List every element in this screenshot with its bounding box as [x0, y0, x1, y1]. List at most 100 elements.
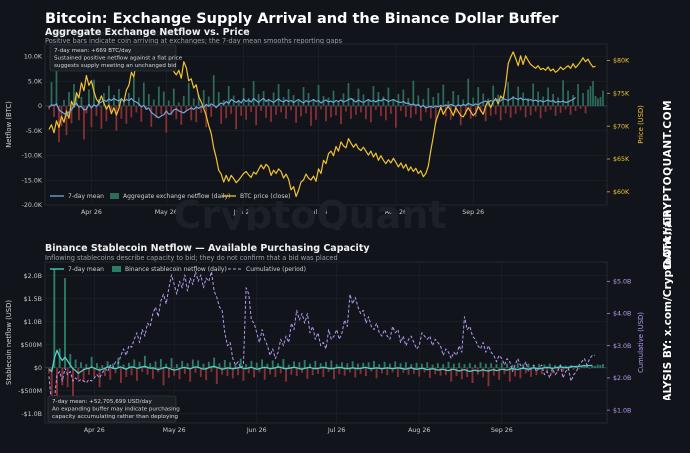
chart1-bar — [257, 94, 260, 106]
chart2-bar — [508, 367, 511, 382]
chart1-bar — [492, 85, 495, 106]
chart1-bar — [300, 105, 302, 117]
chart2-bar — [295, 367, 298, 377]
chart2-bar — [175, 364, 178, 368]
chart2-bar — [298, 362, 301, 368]
chart1-bar — [250, 105, 253, 112]
chart1-bar — [355, 105, 357, 115]
chart2-bar — [306, 367, 309, 379]
chart2-bar — [69, 354, 72, 368]
chart2-bar — [543, 364, 546, 368]
chart2-bar — [522, 364, 525, 368]
chart1-bar — [235, 105, 238, 130]
chart1-bar — [260, 105, 262, 111]
chart2-bar — [85, 364, 88, 368]
chart1-bar — [457, 95, 460, 106]
chart1-bar — [105, 105, 108, 122]
chart1-bar — [335, 105, 337, 116]
chart1-bar — [75, 93, 78, 106]
chart1-bar — [554, 105, 557, 116]
chart2-annotation-line: 7-day mean: +52,705,699 USD/day — [52, 399, 152, 405]
chart2-bar — [351, 361, 354, 368]
chart2-y2-tick: $3.0B — [613, 343, 631, 350]
chart1-bar — [340, 105, 342, 125]
chart2-bar — [114, 367, 117, 374]
chart2-bar — [122, 364, 125, 368]
chart2-bar — [159, 359, 162, 368]
chart1-bar — [360, 105, 362, 113]
chart2-bar — [146, 367, 149, 375]
chart2-bar — [495, 364, 498, 368]
chart1-annotation-line: 7-day mean: +669 BTC/day — [54, 48, 132, 54]
chart1-y-tick: 10.0K — [24, 54, 43, 61]
chart1-bar — [73, 84, 75, 106]
netflow-price-chart: -20.0K -15.0K -10.0K -5.0K 0 5.0K 10.0K $60K $65… — [5, 43, 645, 230]
chart1-bar — [155, 105, 158, 118]
chart2-bar — [580, 365, 583, 368]
chart2-bar — [314, 360, 317, 368]
chart2-bar — [106, 361, 109, 368]
chart2-bar — [279, 367, 282, 374]
chart2-y2-tick: $1.0B — [613, 407, 631, 414]
chart2-bar — [282, 359, 285, 368]
legend-cumulative-label: Cumulative (period) — [246, 266, 306, 273]
chart2-bar — [287, 364, 290, 368]
chart2-bar — [261, 359, 264, 368]
chart1-bar — [447, 100, 450, 106]
chart1-bar — [307, 93, 310, 106]
chart2-bar — [466, 367, 469, 377]
chart1-bar — [305, 105, 307, 114]
chart2-bar — [58, 348, 61, 368]
chart2-bar — [506, 363, 509, 368]
chart1-bar — [330, 105, 332, 118]
chart1-bar — [409, 105, 412, 118]
chart1-annotation-box — [49, 44, 177, 72]
chart1-bar — [252, 81, 255, 106]
chart1-bar — [464, 105, 467, 115]
chart2-bar — [426, 362, 429, 368]
chart1-bar — [494, 105, 497, 115]
chart2-bar — [66, 367, 69, 388]
chart2-bar — [253, 367, 256, 378]
chart1-y2-tick: $75K — [613, 90, 630, 97]
chart1-bar — [370, 105, 372, 123]
chart2-bar — [420, 363, 423, 368]
chart1-bar — [122, 100, 125, 106]
chart1-bar — [499, 105, 502, 121]
chart2-bar — [189, 367, 192, 382]
chart1-bar — [192, 98, 195, 106]
chart1-bar — [574, 105, 577, 111]
chart2-bar — [61, 367, 64, 386]
chart2-bar — [383, 361, 386, 368]
chart1-bar — [115, 105, 118, 131]
chart2-bar — [602, 364, 604, 368]
chart2-bar — [90, 356, 93, 368]
chart2-bar — [594, 365, 596, 368]
chart1-bar — [579, 105, 582, 109]
chart1-bar — [83, 105, 85, 140]
chart2-bar — [93, 367, 96, 377]
chart1-x-tick: May 26 — [155, 209, 178, 216]
chart2-bar — [207, 361, 210, 368]
chart1-bar — [472, 97, 475, 106]
chart1-x-tick: Sep 26 — [462, 209, 484, 216]
chart1-bar — [424, 105, 427, 113]
chart1-bar — [567, 90, 569, 106]
chart1-bar — [599, 97, 602, 106]
chart1-bar — [127, 93, 130, 106]
chart2-bar — [221, 367, 224, 375]
chart2-bar — [242, 367, 245, 381]
chart2-bar — [519, 367, 522, 379]
chart1-bar — [65, 105, 68, 136]
chart2-bar — [404, 362, 407, 368]
chart1-bar — [177, 102, 180, 106]
chart2-bar — [327, 367, 330, 372]
chart2-x-tick: Sep 26 — [491, 427, 513, 434]
chart1-x-tick: Aug 26 — [385, 209, 407, 216]
chart2-frame — [44, 261, 608, 424]
chart1-bar — [245, 105, 248, 120]
watermark: CryptoQuant — [173, 193, 446, 230]
chart2-annotation-line: capacity accumulating rather than deploy… — [52, 414, 179, 420]
chart2-bar — [255, 362, 258, 368]
